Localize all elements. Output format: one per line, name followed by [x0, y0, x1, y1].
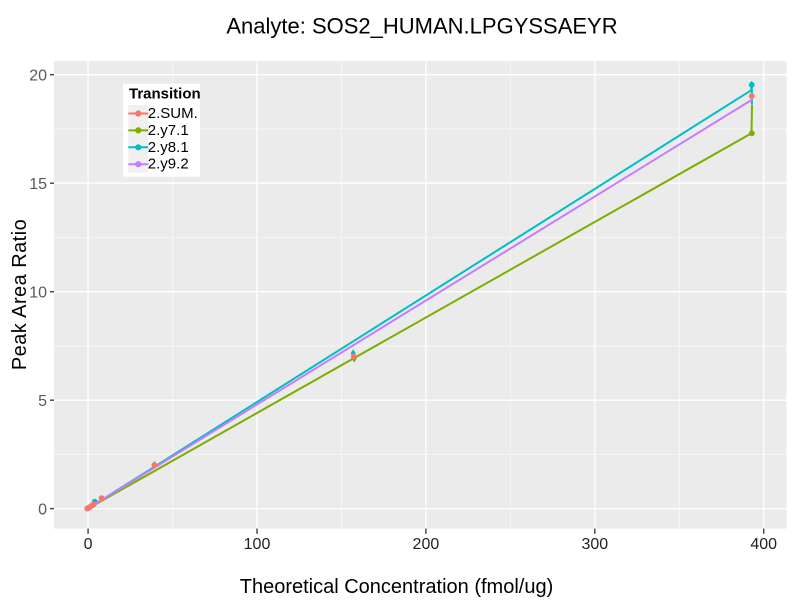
svg-text:10: 10	[29, 285, 47, 302]
svg-text:2.y8.1: 2.y8.1	[148, 139, 189, 156]
svg-text:2.SUM.: 2.SUM.	[148, 105, 198, 122]
svg-text:Analyte: SOS2_HUMAN.LPGYSSAEYR: Analyte: SOS2_HUMAN.LPGYSSAEYR	[226, 14, 617, 39]
svg-text:5: 5	[38, 393, 47, 410]
svg-text:15: 15	[29, 176, 47, 193]
svg-text:300: 300	[581, 536, 608, 553]
svg-text:400: 400	[750, 536, 777, 553]
svg-text:Transition: Transition	[129, 86, 201, 103]
svg-text:0: 0	[84, 536, 93, 553]
svg-text:20: 20	[29, 68, 47, 85]
svg-text:200: 200	[413, 536, 440, 553]
svg-text:2.y9.2: 2.y9.2	[148, 156, 189, 173]
svg-text:Peak Area Ratio: Peak Area Ratio	[9, 219, 31, 370]
svg-text:100: 100	[244, 536, 271, 553]
svg-text:2.y7.1: 2.y7.1	[148, 122, 189, 139]
svg-text:Theoretical Concentration (fmo: Theoretical Concentration (fmol/ug)	[240, 576, 553, 598]
svg-text:0: 0	[38, 502, 47, 519]
